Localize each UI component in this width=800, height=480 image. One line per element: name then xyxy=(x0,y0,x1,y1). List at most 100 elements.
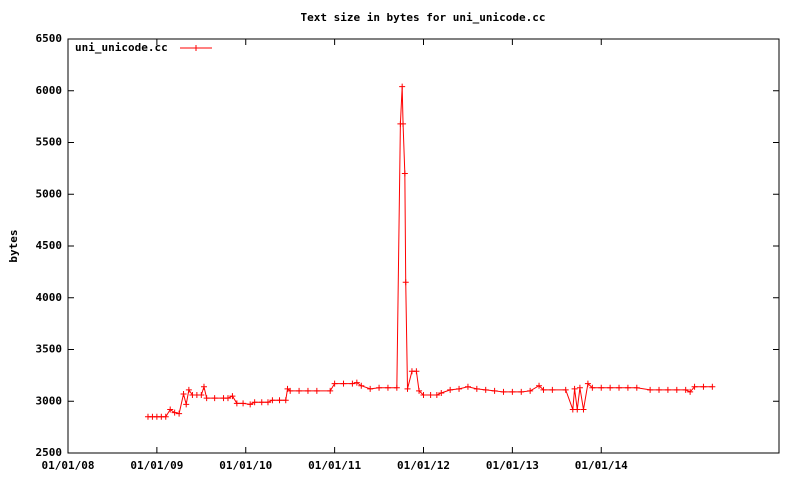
point-marker xyxy=(393,384,400,391)
point-marker xyxy=(269,397,276,404)
point-marker xyxy=(404,385,411,392)
point-marker xyxy=(384,384,391,391)
point-marker xyxy=(282,397,289,404)
point-marker xyxy=(536,382,543,389)
point-marker xyxy=(598,384,605,391)
point-marker xyxy=(682,386,689,393)
x-tick-label: 01/01/09 xyxy=(130,459,183,472)
y-tick-label: 3500 xyxy=(36,343,63,356)
point-marker xyxy=(185,386,192,393)
point-marker xyxy=(233,400,240,407)
point-marker xyxy=(456,385,463,392)
point-marker xyxy=(240,400,247,407)
point-marker xyxy=(576,384,583,391)
point-marker xyxy=(264,399,271,406)
point-marker xyxy=(518,388,525,395)
point-marker xyxy=(200,383,207,390)
point-marker xyxy=(287,387,294,394)
point-marker xyxy=(203,395,210,402)
point-marker xyxy=(656,386,663,393)
point-marker xyxy=(402,279,409,286)
point-marker xyxy=(413,368,420,375)
point-marker xyxy=(647,386,654,393)
point-marker xyxy=(340,380,347,387)
point-marker xyxy=(349,380,356,387)
point-marker xyxy=(509,388,516,395)
point-marker xyxy=(574,406,581,413)
y-tick-label: 5000 xyxy=(36,187,63,200)
point-marker xyxy=(427,392,434,399)
point-marker xyxy=(624,384,631,391)
point-marker xyxy=(416,387,423,394)
point-marker xyxy=(401,170,408,177)
point-marker xyxy=(296,387,303,394)
point-marker xyxy=(633,384,640,391)
point-marker xyxy=(224,395,231,402)
y-tick-label: 6500 xyxy=(36,32,63,45)
point-marker xyxy=(673,386,680,393)
point-marker xyxy=(589,384,596,391)
legend-label: uni_unicode.cc xyxy=(75,41,168,54)
point-marker xyxy=(229,393,236,400)
point-marker xyxy=(180,391,187,398)
plot-frame xyxy=(67,38,780,454)
y-axis-label: bytes xyxy=(7,229,20,262)
point-marker xyxy=(176,410,183,417)
point-marker xyxy=(447,386,454,393)
point-marker xyxy=(433,392,440,399)
point-marker xyxy=(473,385,480,392)
x-tick-label: 01/01/13 xyxy=(486,459,539,472)
point-marker xyxy=(584,380,591,387)
point-marker xyxy=(353,379,360,386)
point-marker xyxy=(162,413,169,420)
point-marker xyxy=(376,384,383,391)
point-marker xyxy=(580,406,587,413)
point-marker xyxy=(691,383,698,390)
x-tick-label: 01/01/08 xyxy=(42,459,95,472)
point-marker xyxy=(562,386,569,393)
chart-title: Text size in bytes for uni_unicode.cc xyxy=(300,11,545,24)
point-marker xyxy=(571,385,578,392)
point-marker xyxy=(399,83,406,90)
point-marker xyxy=(367,385,374,392)
x-tick-label: 01/01/12 xyxy=(397,459,450,472)
y-tick-label: 4500 xyxy=(36,239,63,252)
y-tick-label: 4000 xyxy=(36,291,63,304)
point-marker xyxy=(709,383,716,390)
point-marker xyxy=(251,399,258,406)
point-marker xyxy=(276,397,283,404)
point-marker xyxy=(616,384,623,391)
point-marker xyxy=(247,401,254,408)
point-marker xyxy=(549,386,556,393)
point-marker xyxy=(664,386,671,393)
point-marker xyxy=(607,384,614,391)
y-tick-label: 3000 xyxy=(36,394,63,407)
point-marker xyxy=(464,383,471,390)
point-marker xyxy=(313,387,320,394)
point-marker xyxy=(331,380,338,387)
point-marker xyxy=(482,386,489,393)
point-marker xyxy=(171,409,178,416)
point-marker xyxy=(491,387,498,394)
point-marker xyxy=(183,401,190,408)
x-tick-label: 01/01/11 xyxy=(308,459,361,472)
point-marker xyxy=(540,386,547,393)
point-marker xyxy=(198,392,205,399)
point-marker xyxy=(500,388,507,395)
point-marker xyxy=(438,389,445,396)
legend-swatch xyxy=(180,45,212,51)
data-line xyxy=(147,86,713,418)
y-tick-label: 5500 xyxy=(36,136,63,149)
point-marker xyxy=(358,382,365,389)
point-marker xyxy=(527,387,534,394)
point-marker xyxy=(211,395,218,402)
point-marker xyxy=(687,388,694,395)
point-marker xyxy=(258,399,265,406)
y-tick-label: 6000 xyxy=(36,84,63,97)
point-marker xyxy=(400,120,407,127)
point-marker xyxy=(327,387,334,394)
x-tick-label: 01/01/14 xyxy=(575,459,628,472)
point-marker xyxy=(167,406,174,413)
point-marker xyxy=(700,383,707,390)
